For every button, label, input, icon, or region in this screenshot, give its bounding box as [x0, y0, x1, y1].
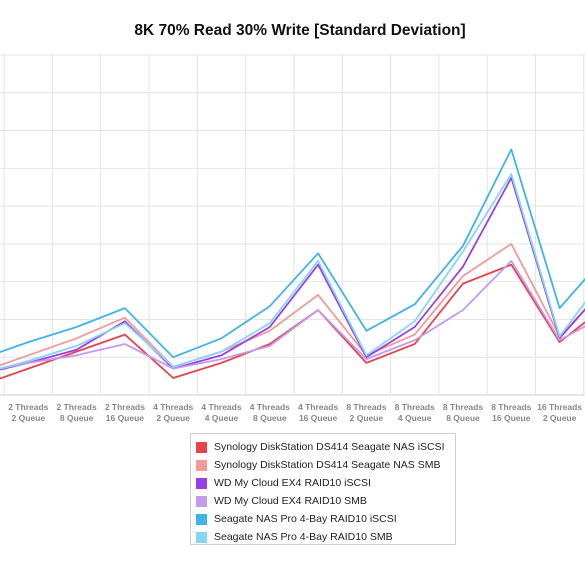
series-line-4	[0, 259, 585, 370]
legend: Synology DiskStation DS414 Seagate NAS i…	[190, 433, 456, 545]
x-tick-label: 2 Threads 16 Queue	[105, 402, 145, 423]
x-tick-label: 8 Threads 16 Queue	[491, 402, 531, 423]
x-tick-label: 2 Threads 2 Queue	[8, 402, 48, 423]
x-tick-label: 8 Threads 2 Queue	[346, 402, 386, 423]
series-line-2	[0, 242, 585, 368]
legend-item-1: Synology DiskStation DS414 Seagate NAS i…	[196, 438, 455, 456]
legend-swatch	[196, 531, 207, 543]
legend-item-6: Seagate NAS Pro 4-Bay RAID10 SMB	[196, 528, 455, 546]
series-lines	[0, 148, 585, 380]
legend-label: WD My Cloud EX4 RAID10 SMB	[214, 495, 367, 507]
x-tick-label: 4 Threads 2 Queue	[153, 402, 193, 423]
legend-item-3: WD My Cloud EX4 RAID10 iSCSI	[196, 474, 455, 492]
legend-label: Seagate NAS Pro 4-Bay RAID10 iSCSI	[214, 513, 397, 525]
chart-title: 8K 70% Read 30% Write [Standard Deviatio…	[134, 22, 465, 39]
legend-swatch	[196, 441, 207, 453]
legend-label: Synology DiskStation DS414 Seagate NAS i…	[214, 441, 445, 453]
legend-label: Seagate NAS Pro 4-Bay RAID10 SMB	[214, 531, 393, 543]
legend-label: WD My Cloud EX4 RAID10 iSCSI	[214, 477, 371, 489]
legend-item-5: Seagate NAS Pro 4-Bay RAID10 iSCSI	[196, 510, 455, 528]
x-tick-label: 4 Threads 8 Queue	[250, 402, 290, 423]
x-tick-label: 8 Threads 4 Queue	[395, 402, 435, 423]
series-line-6	[0, 173, 585, 370]
series-line-1	[0, 263, 585, 380]
legend-label: Synology DiskStation DS414 Seagate NAS S…	[214, 459, 441, 471]
x-tick-label: 16 Threads 2 Queue	[537, 402, 582, 423]
series-line-3	[0, 176, 585, 371]
x-tick-label: 4 Threads 4 Queue	[201, 402, 241, 423]
legend-swatch	[196, 495, 207, 507]
x-tick-label: 4 Threads 16 Queue	[298, 402, 338, 423]
legend-swatch	[196, 477, 207, 489]
legend-swatch	[196, 513, 207, 525]
series-line-5	[0, 148, 585, 359]
legend-swatch	[196, 459, 207, 471]
x-tick-label: 8 Threads 8 Queue	[443, 402, 483, 423]
legend-item-2: Synology DiskStation DS414 Seagate NAS S…	[196, 456, 455, 474]
x-tick-label: 2 Threads 8 Queue	[57, 402, 97, 423]
legend-item-4: WD My Cloud EX4 RAID10 SMB	[196, 492, 455, 510]
